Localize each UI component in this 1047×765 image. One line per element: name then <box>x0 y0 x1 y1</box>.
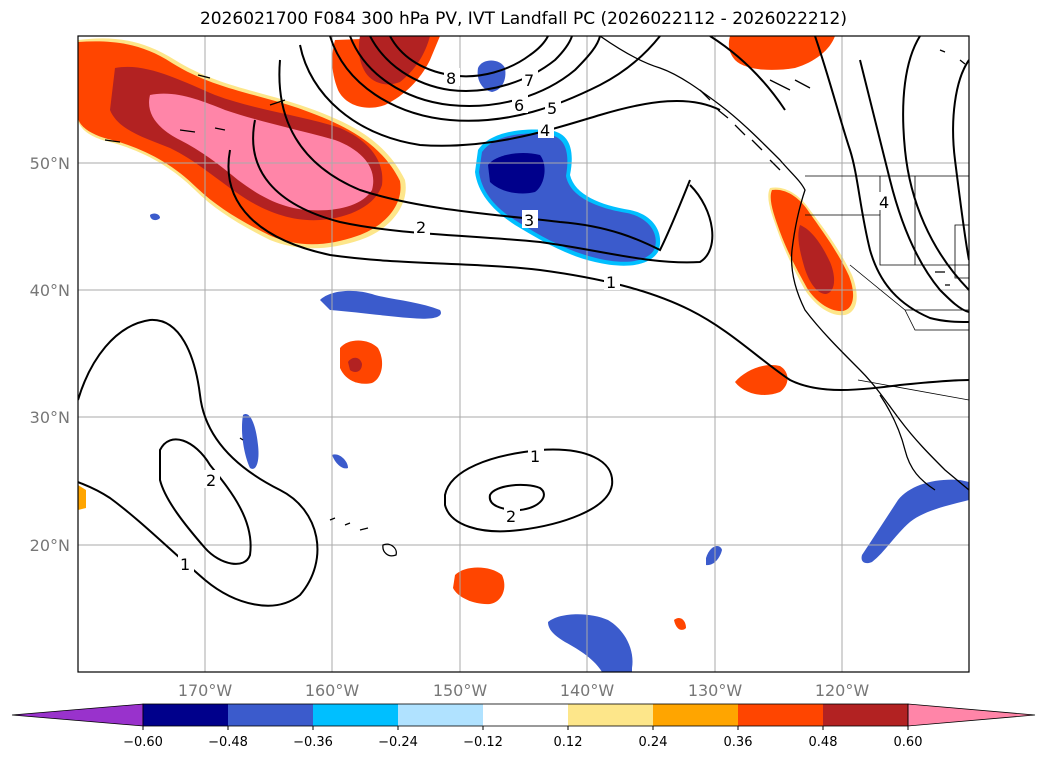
latitude-labels: 50°N 40°N 30°N 20°N <box>30 154 70 555</box>
contour-label: 7 <box>524 71 534 90</box>
colorbar-tick-label: −0.36 <box>293 735 333 750</box>
plot-frame <box>77 35 970 673</box>
negative-anomaly-30n <box>241 414 259 469</box>
colorbar-segment <box>228 704 313 726</box>
lon-label: 140°W <box>560 681 615 700</box>
lon-label: 120°W <box>815 681 870 700</box>
lat-label: 30°N <box>30 408 70 427</box>
negative-anomaly-south <box>548 614 633 672</box>
negative-anomaly-40n <box>320 290 441 319</box>
lat-label: 40°N <box>30 281 70 300</box>
longitude-labels: 170°W 160°W 150°W 140°W 130°W 120°W <box>178 681 870 700</box>
positive-anomaly-west-edge <box>78 485 86 510</box>
lon-label: 160°W <box>305 681 360 700</box>
lat-label: 50°N <box>30 154 70 173</box>
contour-label: 1 <box>180 555 190 574</box>
contour-label: 6 <box>514 96 524 115</box>
colorbar-segment <box>653 704 738 726</box>
contour-label: 4 <box>540 121 550 140</box>
negative-anomaly-mexico <box>861 479 969 564</box>
positive-anomaly-central <box>340 340 383 384</box>
colorbar-extend-low <box>11 703 144 727</box>
graticule <box>78 36 969 672</box>
contour-label: 3 <box>524 211 534 230</box>
colorbar-segment <box>398 704 483 726</box>
map-title: 2026021700 F084 300 hPa PV, IVT Landfall… <box>199 9 847 29</box>
coastlines <box>104 36 969 557</box>
colorbar-tick-label: −0.24 <box>378 735 418 750</box>
positive-anomaly-subtropical <box>735 364 788 395</box>
positive-anomaly-south <box>453 567 505 605</box>
positive-anomaly-northeast <box>728 36 835 70</box>
lon-label: 170°W <box>178 681 233 700</box>
contour-label: 5 <box>547 99 557 118</box>
contour-label: 2 <box>206 471 216 490</box>
contour-label: 2 <box>416 218 426 237</box>
pv-contours <box>78 36 969 607</box>
colorbar-segment <box>483 704 568 726</box>
negative-anomaly-small-south <box>706 546 722 566</box>
lon-label: 150°W <box>433 681 488 700</box>
colorbar-tick-label: 0.60 <box>894 735 923 750</box>
positive-anomaly-westcoast <box>768 187 857 316</box>
colorbar-segment <box>143 704 228 726</box>
negative-anomaly-tiny <box>150 213 160 221</box>
colorbar-tick-label: −0.48 <box>208 735 248 750</box>
colorbar-frame <box>142 703 909 727</box>
colorbar-ticks: −0.60 −0.48 −0.36 −0.24 −0.12 0.12 0.24 0.36 0.4… <box>123 726 922 750</box>
contour-label: 1 <box>530 447 540 466</box>
colorbar-tick-label: −0.60 <box>123 735 163 750</box>
colorbar-tick-label: −0.12 <box>463 735 503 750</box>
colorbar-tick-label: 0.36 <box>724 735 753 750</box>
negative-anomaly-north <box>477 60 506 92</box>
contour-label: 1 <box>606 273 616 292</box>
lat-label: 20°N <box>30 536 70 555</box>
contour-labels: 8 7 6 5 4 3 2 1 1 2 1 2 4 <box>178 68 892 574</box>
contour-label: 8 <box>446 69 456 88</box>
lon-label: 130°W <box>688 681 743 700</box>
positive-anomaly-northwest <box>78 38 406 249</box>
colorbar-tick-label: 0.12 <box>554 735 583 750</box>
colorbar-segment <box>313 704 398 726</box>
contour-label: 2 <box>506 507 516 526</box>
negative-anomaly-hawaii <box>332 454 348 469</box>
colorbar-segment <box>738 704 823 726</box>
colorbar-tick-label: 0.24 <box>639 735 668 750</box>
contour-label: 4 <box>879 193 889 212</box>
positive-anomaly-small <box>674 617 686 630</box>
colorbar <box>11 703 1036 727</box>
colorbar-segment <box>568 704 653 726</box>
colorbar-tick-label: 0.48 <box>809 735 838 750</box>
colorbar-segment <box>823 704 908 726</box>
colorbar-extend-high <box>907 703 1036 727</box>
